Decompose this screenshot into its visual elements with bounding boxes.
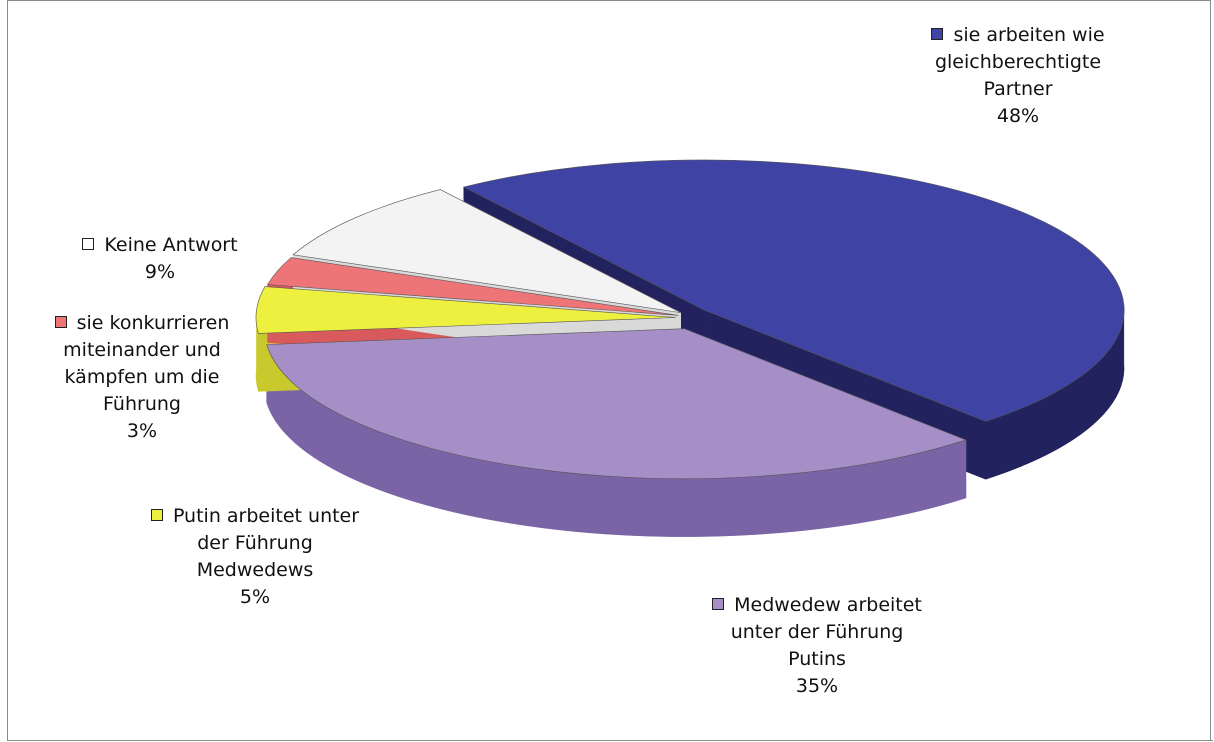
label-medwedew: Medwedew arbeitet unter der Führung Puti…: [682, 592, 952, 700]
label-keine-antwort: Keine Antwort 9%: [60, 232, 260, 286]
chart-frame-right: [1210, 0, 1211, 741]
legend-key-putin: [150, 509, 163, 521]
slice-top-konkurr: [267, 257, 679, 316]
legend-key-medwedew: [712, 598, 725, 610]
chart-frame: [7, 0, 1213, 741]
label-konkurrieren: sie konkurrieren miteinander und kämpfen…: [22, 310, 262, 445]
slice-top-putin: [255, 286, 677, 334]
label-putin: Putin arbeitet unter der Führung Medwede…: [130, 503, 380, 611]
legend-key-keine-antwort: [82, 238, 95, 250]
legend-key-partner: [931, 28, 944, 40]
slice-top-partner: [462, 159, 1125, 422]
slice-top-keine: [292, 189, 681, 313]
label-partner: sie arbeiten wie gleichberechtigte Partn…: [898, 22, 1138, 130]
legend-key-konkurrieren: [54, 316, 67, 328]
pie-tops: [255, 159, 1125, 479]
chart-frame-top: [7, 0, 1211, 1]
slice-top-medwedew: [266, 328, 967, 479]
